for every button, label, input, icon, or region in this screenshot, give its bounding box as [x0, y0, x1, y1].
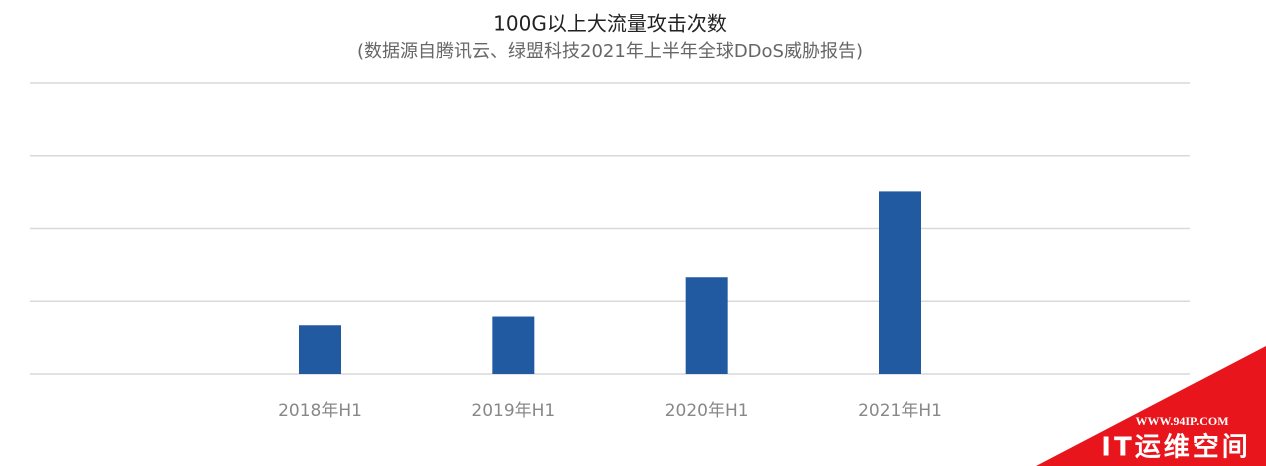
bar [299, 325, 341, 374]
watermark-url: WWW.94IP.COM [1135, 414, 1228, 428]
x-tick-label: 2018年H1 [278, 401, 362, 421]
bar [492, 316, 535, 374]
watermark-name: IT运维空间 [1101, 432, 1250, 463]
watermark-badge [1036, 346, 1266, 466]
x-tick-label: 2019年H1 [471, 401, 555, 421]
x-tick-label: 2021年H1 [858, 401, 942, 421]
bar [879, 191, 921, 374]
bar [685, 277, 728, 374]
chart-subtitle: (数据源自腾讯云、绿盟科技2021年上半年全球DDoS威胁报告) [357, 41, 863, 62]
chart-title: 100G以上大流量攻击次数 [493, 12, 727, 36]
x-tick-label: 2020年H1 [665, 401, 749, 421]
